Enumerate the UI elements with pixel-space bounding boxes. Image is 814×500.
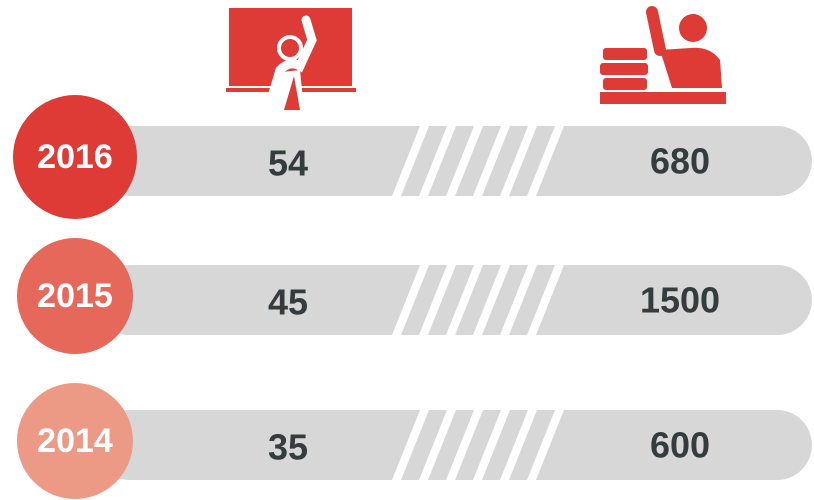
separator-stripe bbox=[419, 265, 456, 335]
year-label: 2015 bbox=[37, 277, 113, 315]
row: 2015 45 1500 bbox=[17, 238, 812, 354]
separator-stripe bbox=[500, 126, 537, 196]
separator-stripe bbox=[392, 126, 429, 196]
separator-stripe bbox=[392, 265, 429, 335]
teachers-value: 35 bbox=[268, 427, 308, 468]
year-badge bbox=[17, 238, 133, 354]
row-bar bbox=[95, 126, 812, 196]
students-value: 600 bbox=[650, 425, 710, 466]
separator-stripe bbox=[446, 265, 483, 335]
separator-stripe bbox=[419, 126, 456, 196]
year-badge bbox=[17, 383, 133, 499]
row: 2014 35 600 bbox=[17, 383, 812, 499]
separator-stripe bbox=[500, 265, 537, 335]
year-label: 2016 bbox=[37, 138, 113, 176]
separator-stripe bbox=[419, 410, 456, 480]
teachers-value: 45 bbox=[268, 282, 308, 323]
students-value: 680 bbox=[650, 141, 710, 182]
separator-stripe bbox=[500, 410, 537, 480]
student-icon bbox=[600, 6, 726, 104]
separator-stripe bbox=[392, 410, 429, 480]
row-bar bbox=[95, 265, 812, 335]
separator-stripe bbox=[527, 410, 564, 480]
separator-stripe bbox=[527, 265, 564, 335]
students-value: 1500 bbox=[640, 280, 720, 321]
separator-stripe bbox=[446, 410, 483, 480]
separator-stripe bbox=[473, 126, 510, 196]
separator-stripe bbox=[527, 126, 564, 196]
row-bar bbox=[95, 410, 812, 480]
row: 2016 54 680 bbox=[13, 95, 812, 219]
teachers-value: 54 bbox=[268, 143, 308, 184]
year-label: 2014 bbox=[37, 422, 113, 460]
separator-stripe bbox=[473, 265, 510, 335]
year-badge bbox=[13, 95, 137, 219]
separator-stripe bbox=[446, 126, 483, 196]
teacher-icon bbox=[226, 8, 356, 115]
separator-stripe bbox=[473, 410, 510, 480]
